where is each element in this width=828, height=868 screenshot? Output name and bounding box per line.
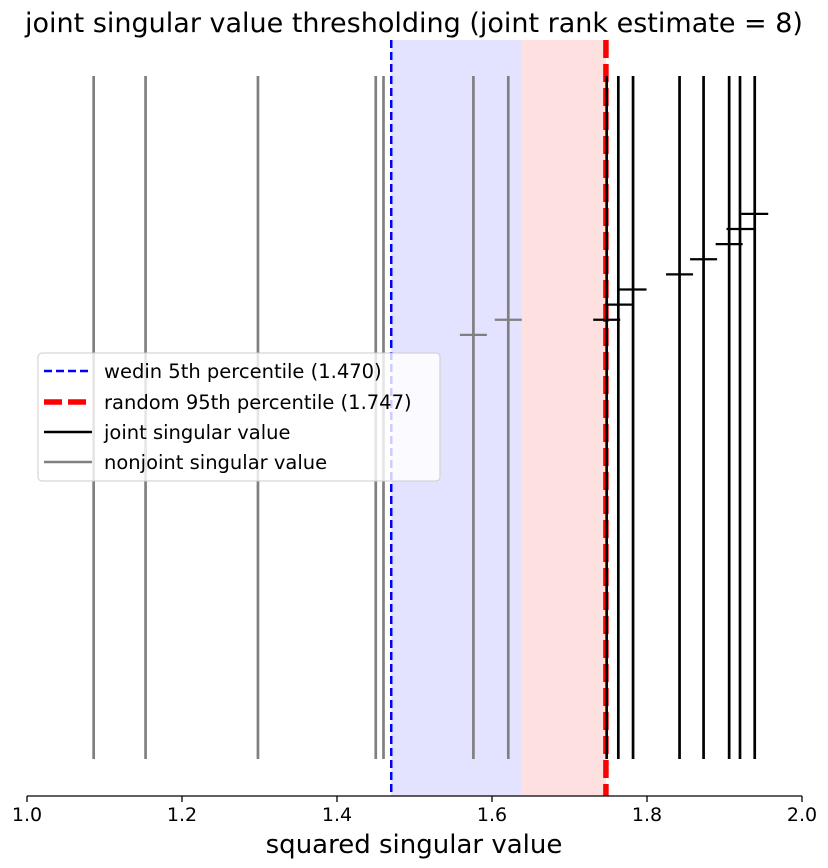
legend: wedin 5th percentile (1.470) random 95th… <box>37 352 441 482</box>
x-axis: 1.0 1.2 1.4 1.6 1.8 2.0 <box>12 795 817 826</box>
legend-label-random: random 95th percentile (1.747) <box>104 391 412 414</box>
legend-label-nonjoint: nonjoint singular value <box>104 451 327 474</box>
shaded-regions <box>391 40 606 796</box>
shaded-region-1 <box>521 40 606 796</box>
x-tick-label-0: 1.0 <box>12 804 42 826</box>
x-axis-label: squared singular value <box>266 830 563 860</box>
x-tick-label-4: 1.8 <box>632 804 662 826</box>
x-tick-label-5: 2.0 <box>787 804 817 826</box>
legend-label-wedin: wedin 5th percentile (1.470) <box>104 360 382 383</box>
legend-label-joint: joint singular value <box>103 421 291 444</box>
x-tick-label-3: 1.6 <box>477 804 507 826</box>
chart-title: joint singular value thresholding (joint… <box>24 8 803 39</box>
error-markers <box>459 212 769 336</box>
plot-area <box>92 40 769 796</box>
series-lines <box>92 76 757 759</box>
legend-box <box>37 352 441 482</box>
x-ticks: 1.0 1.2 1.4 1.6 1.8 2.0 <box>12 796 817 826</box>
x-tick-label-2: 1.4 <box>322 804 352 826</box>
x-tick-label-1: 1.2 <box>167 804 197 826</box>
